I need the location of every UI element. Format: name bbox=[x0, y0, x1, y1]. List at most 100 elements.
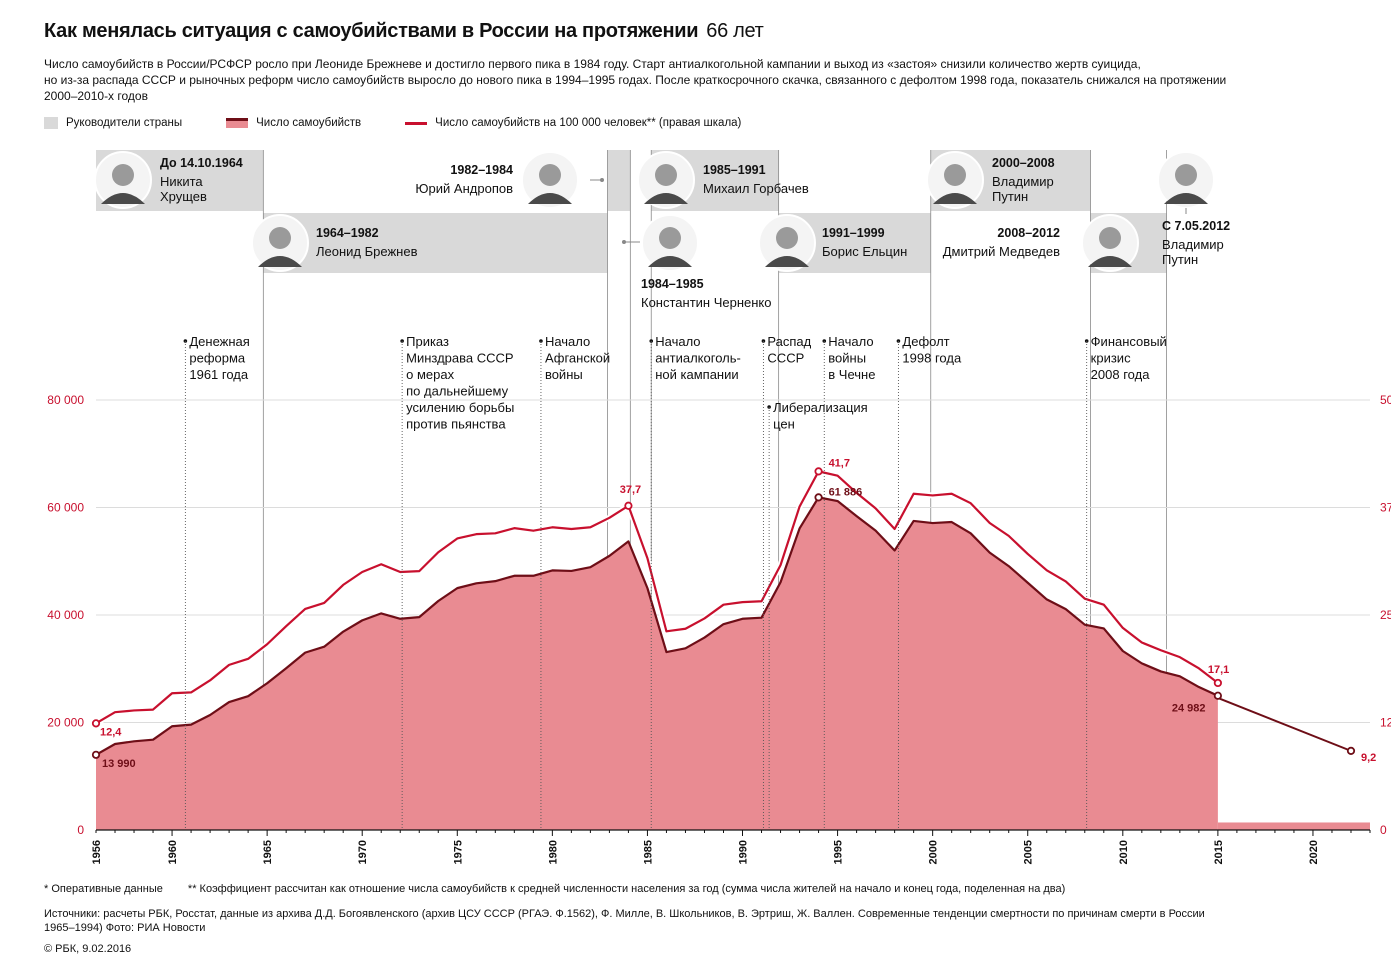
footnote-estimate: * Оперативные данные bbox=[44, 883, 163, 895]
rate-label: 12,4 bbox=[100, 726, 122, 738]
y-left-tick-label: 60 000 bbox=[47, 501, 84, 515]
event-label: реформа bbox=[189, 351, 246, 366]
leader-name: Юрий Андропов bbox=[415, 181, 513, 196]
leader-name: Владимир bbox=[992, 174, 1054, 189]
event-label: Финансовый bbox=[1091, 334, 1167, 349]
portrait-chernenko-shoulders bbox=[648, 256, 692, 267]
portrait-medvedev bbox=[1081, 214, 1139, 272]
leader-name: Михаил Горбачев bbox=[703, 181, 809, 196]
event-label: Начало bbox=[545, 334, 590, 349]
portrait-putin-shoulders bbox=[1164, 193, 1208, 204]
event-label: усилению борьбы bbox=[406, 400, 514, 415]
event-label: цен bbox=[773, 417, 795, 432]
chart-title: Как менялась ситуация с самоубийствами в… bbox=[44, 20, 764, 43]
portrait-brezhnev-head bbox=[269, 227, 291, 249]
portrait-putin-head bbox=[1175, 164, 1197, 186]
legend-label-suicides: Число самоубийств bbox=[256, 117, 362, 129]
y-left-tick-label: 40 000 bbox=[47, 608, 84, 622]
leader-name: Путин bbox=[992, 189, 1028, 204]
event-label: Начало bbox=[828, 334, 873, 349]
portrait-yeltsin bbox=[758, 214, 816, 272]
portrait-yeltsin-head bbox=[776, 227, 798, 249]
x-tick-label: 1956 bbox=[91, 840, 103, 864]
y-left-tick-label: 20 000 bbox=[47, 716, 84, 730]
x-tick-label: 1970 bbox=[357, 840, 369, 864]
suicides-marker bbox=[814, 493, 823, 502]
event-label: Денежная bbox=[189, 334, 249, 349]
x-tick-label: 1975 bbox=[452, 840, 464, 864]
portrait-khrushchev bbox=[94, 151, 152, 209]
suicides-marker bbox=[91, 750, 101, 759]
suicides-label: 13 990 bbox=[102, 758, 136, 770]
chart-title-years: 66 лет bbox=[706, 20, 764, 42]
legend-swatch-suicides bbox=[226, 118, 249, 128]
event-label: 1961 года bbox=[189, 367, 249, 382]
portrait-yeltsin-shoulders bbox=[765, 256, 809, 267]
event-label: 1998 года bbox=[902, 351, 962, 366]
y-right-tick-label: 0 bbox=[1380, 823, 1387, 837]
y-right-tick-label: 25 bbox=[1380, 608, 1391, 622]
portrait-putin bbox=[926, 151, 984, 209]
subtitle-line: 2000–2010-х годов bbox=[44, 89, 148, 103]
leader-name: Борис Ельцин bbox=[822, 244, 907, 259]
suicides-area bbox=[96, 497, 1218, 830]
leader-dates: С 7.05.2012 bbox=[1162, 219, 1230, 233]
event-label: Приказ bbox=[406, 334, 449, 349]
event-label: войны bbox=[828, 351, 866, 366]
leader-dates: 2000–2008 bbox=[992, 156, 1055, 170]
portrait-andropov-head bbox=[539, 164, 561, 186]
chart-legend: Руководители страны Число самоубийств Чи… bbox=[44, 117, 785, 129]
event-label: ной кампании bbox=[655, 367, 738, 382]
leader-band bbox=[263, 213, 608, 273]
chart-title-text: Как менялась ситуация с самоубийствами в… bbox=[44, 20, 699, 42]
event-label: в Чечне bbox=[828, 367, 875, 382]
y-left-tick-label: 0 bbox=[77, 823, 84, 837]
sources-line-2: 1965–1994) Фото: РИА Новости bbox=[44, 922, 206, 934]
portrait-gorbachev-head bbox=[655, 164, 677, 186]
event-label: Начало bbox=[655, 334, 700, 349]
leader-dates: 1982–1984 bbox=[450, 163, 513, 177]
leader-dates: 2008–2012 bbox=[997, 226, 1060, 240]
suicides-marker bbox=[1213, 691, 1222, 700]
portrait-brezhnev-shoulders bbox=[258, 256, 302, 267]
y-right-tick-label: 50 bbox=[1380, 393, 1391, 407]
y-left-tick-label: 80 000 bbox=[47, 393, 84, 407]
leader-connector-dot bbox=[600, 178, 604, 182]
event-label: Афганской bbox=[545, 351, 610, 366]
legend-item-suicides: Число самоубийств bbox=[226, 117, 361, 129]
leader-dates: 1984–1985 bbox=[641, 277, 704, 291]
suicides-chart: 1956 1960 1965 1970 1975 1980 1985 1990 1995 2000… bbox=[47, 150, 1391, 864]
x-tick-label: 1985 bbox=[642, 840, 654, 864]
y-right-tick-label: 12,5 bbox=[1380, 716, 1391, 730]
x-tick-label: 1965 bbox=[262, 840, 274, 864]
portrait-brezhnev bbox=[251, 214, 309, 272]
event-label: войны bbox=[545, 367, 583, 382]
leader-dates: 1964–1982 bbox=[316, 226, 379, 240]
portrait-putin-head bbox=[944, 164, 966, 186]
portrait-medvedev-head bbox=[1099, 227, 1121, 249]
leader-dates: До 14.10.1964 bbox=[160, 156, 243, 170]
portrait-gorbachev-shoulders bbox=[644, 193, 688, 204]
portrait-medvedev-shoulders bbox=[1088, 256, 1132, 267]
leader-dates: 1991–1999 bbox=[822, 226, 885, 240]
leader-name: Константин Черненко bbox=[641, 295, 771, 310]
rate-marker bbox=[814, 467, 823, 476]
suicides-label: 61 886 bbox=[829, 486, 863, 498]
sources-line-1: Источники: расчеты РБК, Росстат, данные … bbox=[44, 908, 1205, 920]
leader-name: Путин bbox=[1162, 252, 1198, 267]
event-label: кризис bbox=[1091, 351, 1131, 366]
x-tick-label: 2020 bbox=[1308, 840, 1320, 864]
rate-label: 41,7 bbox=[829, 457, 850, 469]
event-label: Минздрава СССР bbox=[406, 351, 513, 366]
portrait-andropov-shoulders bbox=[528, 193, 572, 204]
legend-item-leaders: Руководители страны bbox=[44, 117, 182, 129]
portrait-putin-shoulders bbox=[933, 193, 977, 204]
leader-band bbox=[607, 150, 631, 211]
x-tick-label: 1960 bbox=[167, 840, 179, 864]
estimate-line bbox=[1217, 697, 1352, 752]
estimate-marker bbox=[1346, 746, 1356, 755]
portrait-putin bbox=[1157, 151, 1215, 209]
legend-label-leaders: Руководители страны bbox=[66, 117, 183, 129]
leader-name: Никита bbox=[160, 174, 203, 189]
subtitle-line: Число самоубийств в России/РСФСР росло п… bbox=[44, 57, 1141, 71]
